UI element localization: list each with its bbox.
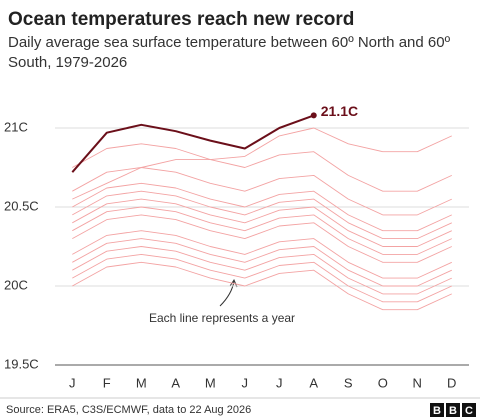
x-tick-label: D bbox=[447, 375, 456, 390]
year-line bbox=[72, 230, 452, 279]
x-tick-label: J bbox=[242, 375, 249, 390]
year-line bbox=[72, 246, 452, 295]
year-line bbox=[72, 143, 452, 192]
year-line bbox=[72, 238, 452, 287]
annotation-arrow bbox=[219, 280, 235, 307]
end-point bbox=[310, 112, 317, 119]
x-tick-label: M bbox=[205, 375, 216, 390]
logo-box bbox=[446, 403, 460, 417]
year-line bbox=[72, 167, 452, 216]
x-tick-label: A bbox=[171, 375, 180, 390]
x-tick-label: S bbox=[344, 375, 353, 390]
y-tick-label: 20.5C bbox=[4, 198, 39, 213]
year-line bbox=[72, 127, 452, 200]
year-line bbox=[72, 198, 452, 247]
x-tick-label: N bbox=[413, 375, 422, 390]
highlight-label: 21.1C bbox=[321, 103, 358, 119]
year-line bbox=[72, 253, 452, 303]
x-tick-label: A bbox=[309, 375, 318, 390]
x-tick-label: J bbox=[276, 375, 283, 390]
logo-letter: B bbox=[449, 405, 457, 417]
logo-letter: B bbox=[433, 405, 441, 417]
x-tick-label: J bbox=[69, 375, 76, 390]
annotation: Each line represents a year bbox=[149, 311, 295, 325]
x-tick-label: M bbox=[136, 375, 147, 390]
subtitle-box: Daily average sea surface temperature be… bbox=[8, 34, 451, 71]
source: Source: ERA5, C3S/ECMWF, data to 22 Aug … bbox=[6, 404, 251, 416]
year-line bbox=[72, 206, 452, 255]
year-line bbox=[72, 182, 452, 232]
year-line bbox=[72, 261, 452, 311]
annotation-arrowhead bbox=[229, 278, 238, 288]
year-line bbox=[72, 214, 452, 263]
highlight-line bbox=[71, 114, 315, 173]
chart-subtitle: Daily average sea surface temperature be… bbox=[8, 34, 451, 71]
chart-title: Ocean temperatures reach new record bbox=[8, 9, 354, 30]
y-tick-label: 21C bbox=[4, 119, 28, 134]
logo-box bbox=[462, 403, 476, 417]
logo-letter: C bbox=[465, 405, 473, 417]
logo-box bbox=[430, 403, 444, 417]
y-tick-label: 20C bbox=[4, 277, 28, 292]
x-tick-label: F bbox=[103, 375, 111, 390]
x-tick-label: O bbox=[378, 375, 388, 390]
y-tick-label: 19.5C bbox=[4, 356, 39, 371]
year-line bbox=[72, 190, 452, 240]
